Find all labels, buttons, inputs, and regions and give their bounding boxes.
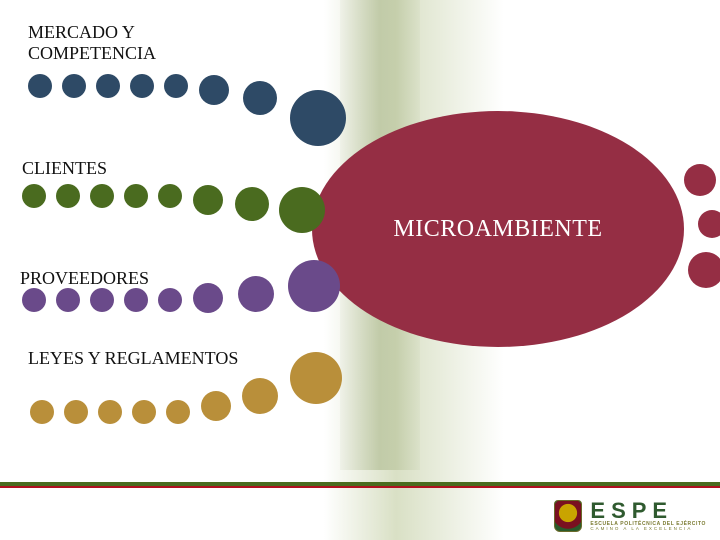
main-concept-label: MICROAMBIENTE: [393, 216, 602, 243]
dot-clientes: [279, 187, 325, 233]
dot-clientes: [22, 184, 46, 208]
dot-leyes: [201, 391, 231, 421]
dot-clientes: [235, 187, 269, 221]
dot-leyes: [132, 400, 156, 424]
dot-clientes: [124, 184, 148, 208]
dot-leyes: [30, 400, 54, 424]
dot-proveedores: [124, 288, 148, 312]
dot-mercado: [290, 90, 346, 146]
dot-clientes: [90, 184, 114, 208]
dot-leyes: [290, 352, 342, 404]
section-label-clientes: CLIENTES: [22, 158, 107, 179]
dot-proveedores: [90, 288, 114, 312]
dot-mercado: [164, 74, 188, 98]
dot-mercado: [96, 74, 120, 98]
logo-emblem-icon: [554, 500, 582, 532]
footer-logo: ESPE ESCUELA POLITÉCNICA DEL EJÉRCITO CA…: [554, 500, 706, 532]
dot-mercado: [243, 81, 277, 115]
dot-mercado: [199, 75, 229, 105]
side-accent-circle: [684, 164, 716, 196]
dot-mercado: [28, 74, 52, 98]
side-accent-circle: [688, 252, 720, 288]
dot-leyes: [64, 400, 88, 424]
dot-proveedores: [193, 283, 223, 313]
logo-letters: ESPE: [590, 500, 706, 522]
dot-clientes: [193, 185, 223, 215]
section-label-leyes: LEYES Y REGLAMENTOS: [28, 348, 238, 369]
dot-mercado: [62, 74, 86, 98]
logo-text-block: ESPE ESCUELA POLITÉCNICA DEL EJÉRCITO CA…: [590, 500, 706, 532]
dot-proveedores: [238, 276, 274, 312]
dot-proveedores: [56, 288, 80, 312]
section-label-proveedores: PROVEEDORES: [20, 268, 149, 289]
dot-mercado: [130, 74, 154, 98]
footer-divider: [0, 482, 720, 488]
dot-proveedores: [22, 288, 46, 312]
section-label-mercado: MERCADO Y COMPETENCIA: [28, 22, 248, 63]
dot-leyes: [166, 400, 190, 424]
side-accent-circle: [698, 210, 720, 238]
logo-subtitle-2: CAMINO A LA EXCELENCIA: [590, 527, 706, 532]
main-concept-ellipse: MICROAMBIENTE: [312, 111, 684, 347]
dot-clientes: [56, 184, 80, 208]
dot-leyes: [98, 400, 122, 424]
footer-bar-bottom: [0, 486, 720, 488]
dot-clientes: [158, 184, 182, 208]
dot-leyes: [242, 378, 278, 414]
dot-proveedores: [288, 260, 340, 312]
dot-proveedores: [158, 288, 182, 312]
slide: MICROAMBIENTE MERCADO Y COMPETENCIA CLIEN…: [0, 0, 720, 540]
